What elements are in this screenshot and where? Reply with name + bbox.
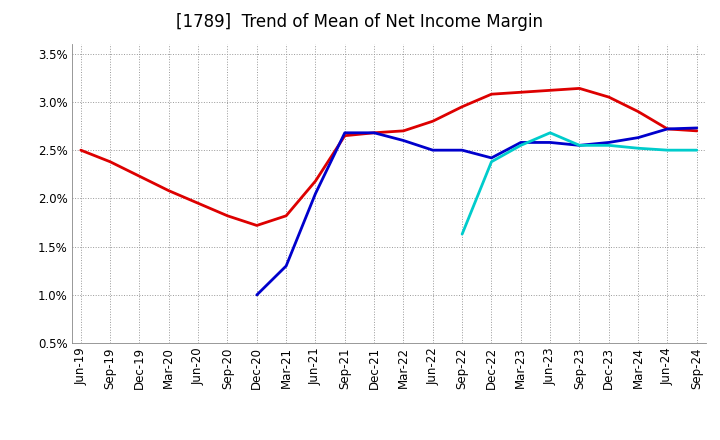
- 3 Years: [106, 159, 114, 165]
- Line: 7 Years: 7 Years: [462, 133, 697, 234]
- 3 Years: [428, 118, 437, 124]
- 3 Years: [546, 88, 554, 93]
- 7 Years: [516, 143, 525, 148]
- 7 Years: [546, 130, 554, 136]
- 3 Years: [575, 86, 584, 91]
- 3 Years: [516, 90, 525, 95]
- 3 Years: [253, 223, 261, 228]
- 3 Years: [605, 95, 613, 100]
- 5 Years: [663, 126, 672, 132]
- 5 Years: [575, 143, 584, 148]
- 5 Years: [693, 125, 701, 131]
- 3 Years: [164, 188, 173, 193]
- 5 Years: [311, 191, 320, 196]
- 3 Years: [370, 130, 379, 136]
- 7 Years: [634, 146, 642, 151]
- Text: [1789]  Trend of Mean of Net Income Margin: [1789] Trend of Mean of Net Income Margi…: [176, 13, 544, 31]
- 5 Years: [605, 140, 613, 145]
- 3 Years: [223, 213, 232, 218]
- 5 Years: [546, 140, 554, 145]
- 5 Years: [487, 155, 496, 161]
- 5 Years: [634, 135, 642, 140]
- 3 Years: [311, 178, 320, 183]
- 7 Years: [663, 147, 672, 153]
- Line: 3 Years: 3 Years: [81, 88, 697, 225]
- 3 Years: [135, 174, 144, 179]
- 3 Years: [487, 92, 496, 97]
- 7 Years: [487, 159, 496, 165]
- 3 Years: [399, 128, 408, 133]
- 7 Years: [458, 231, 467, 237]
- 5 Years: [516, 140, 525, 145]
- 3 Years: [693, 128, 701, 133]
- 5 Years: [428, 147, 437, 153]
- 7 Years: [575, 143, 584, 148]
- 5 Years: [399, 138, 408, 143]
- 5 Years: [282, 264, 290, 269]
- 5 Years: [253, 292, 261, 297]
- Line: 5 Years: 5 Years: [257, 128, 697, 295]
- 3 Years: [282, 213, 290, 218]
- 3 Years: [458, 104, 467, 110]
- 7 Years: [605, 143, 613, 148]
- 5 Years: [458, 147, 467, 153]
- 3 Years: [341, 133, 349, 138]
- 3 Years: [194, 201, 202, 206]
- 3 Years: [76, 147, 85, 153]
- 7 Years: [693, 147, 701, 153]
- 3 Years: [663, 126, 672, 132]
- 5 Years: [341, 130, 349, 136]
- 3 Years: [634, 109, 642, 114]
- 5 Years: [370, 130, 379, 136]
